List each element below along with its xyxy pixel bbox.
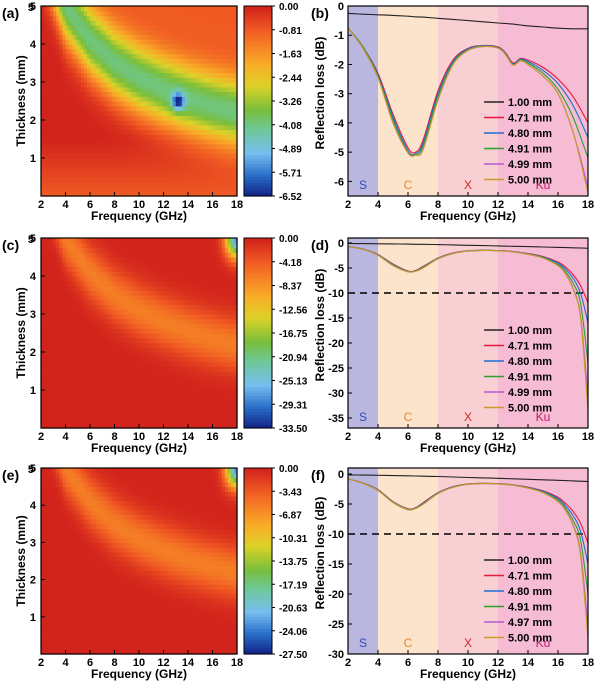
- x-tick-label: 18: [582, 199, 594, 211]
- band-x: [438, 6, 498, 196]
- colorbar-tick-label: -4.08: [279, 121, 302, 132]
- x-tick-label: 2: [345, 199, 351, 211]
- x-tick-label: 14: [522, 199, 535, 211]
- y-tick-label: 4: [30, 39, 37, 51]
- y-tick-label: 3: [30, 77, 36, 89]
- colorbar-tick-label: -5.71: [279, 168, 302, 179]
- x-tick-label: 16: [206, 199, 218, 211]
- y-tick-label: 1: [30, 153, 36, 165]
- legend-label: 4.71 mm: [508, 113, 552, 125]
- y-tick-label: 5: [28, 2, 34, 14]
- y-tick-label: -1: [334, 30, 344, 42]
- x-tick-label: 18: [231, 199, 243, 211]
- colorbar-tick-label: -0.81: [279, 26, 302, 37]
- x-tick-label: 6: [405, 199, 411, 211]
- x-axis-label: Frequency (GHz): [91, 209, 187, 223]
- panel-label: (b): [311, 5, 329, 21]
- colorbar-tick-label: 0.00: [279, 2, 299, 13]
- y-tick-label: -2: [334, 59, 344, 71]
- x-tick-label: 16: [552, 199, 564, 211]
- y-axis-label: Thickness (mm): [14, 55, 28, 146]
- legend-label: 4.99 mm: [508, 159, 552, 171]
- colorbar-tick-label: -4.89: [279, 145, 302, 156]
- y-tick-label: -5: [334, 147, 344, 159]
- band-label: S: [359, 178, 367, 192]
- y-tick-label: -4: [334, 118, 345, 130]
- panel-label: (a): [2, 5, 19, 21]
- y-tick-label: 2: [30, 115, 36, 127]
- x-tick-label: 2: [38, 199, 44, 211]
- colorbar-tick-label: -1.63: [279, 50, 302, 61]
- y-tick-label: 0: [338, 1, 344, 13]
- legend-label: 1.00 mm: [508, 97, 552, 109]
- x-tick-label: 4: [62, 199, 69, 211]
- colorbar-tick-label: -6.52: [279, 192, 302, 203]
- legend-label: 4.91 mm: [508, 144, 552, 156]
- band-label: C: [404, 178, 413, 192]
- x-tick-label: 4: [375, 199, 382, 211]
- y-tick-label: -6: [334, 176, 344, 188]
- x-axis-label: Frequency (GHz): [420, 209, 516, 223]
- y-axis-label: Reflection loss (dB): [313, 37, 327, 150]
- legend-label: 5.00 mm: [508, 175, 552, 187]
- colorbar-tick-label: -2.44: [279, 73, 302, 84]
- legend-label: 4.80 mm: [508, 128, 552, 140]
- colorbar-tick-label: -3.26: [279, 97, 302, 108]
- band-label: X: [464, 178, 472, 192]
- y-tick-label: -3: [334, 89, 344, 101]
